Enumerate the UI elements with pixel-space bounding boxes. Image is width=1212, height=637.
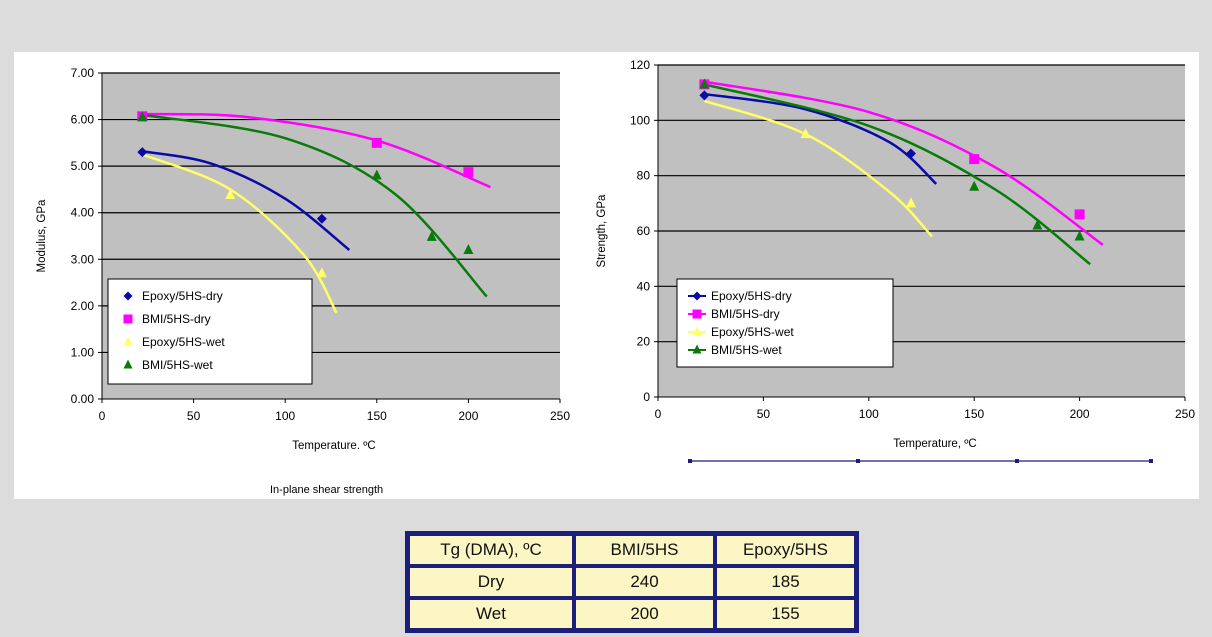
y-tick-label: 0.00	[71, 392, 95, 406]
legend-marker	[123, 291, 133, 301]
y-tick-label: 7.00	[71, 66, 95, 80]
legend-label: BMI/5HS-dry	[142, 312, 211, 326]
y-tick-label: 3.00	[71, 252, 95, 266]
legend-label: BMI/5HS-dry	[711, 307, 780, 321]
x-tick-label: 50	[757, 407, 771, 421]
chart-subtitle: In-plane shear strength	[270, 484, 384, 496]
table-header-row: Tg (DMA), ºC BMI/5HS Epoxy/5HS	[408, 534, 856, 566]
legend-label: BMI/5HS-wet	[711, 343, 782, 357]
data-point	[1032, 219, 1043, 230]
table-cell: 155	[715, 598, 856, 630]
x-tick-label: 100	[275, 409, 295, 423]
data-point	[699, 90, 710, 101]
legend-marker	[123, 314, 133, 324]
table-cell: Dry	[408, 566, 574, 598]
data-point	[137, 147, 148, 158]
trend-line	[142, 150, 351, 251]
y-tick-label: 20	[637, 335, 651, 349]
x-tick-label: 250	[550, 409, 570, 423]
x-tick-label: 200	[458, 409, 478, 423]
trend-line	[704, 83, 1091, 266]
legend-label: Epoxy/5HS-dry	[142, 289, 223, 303]
data-point	[1074, 230, 1085, 241]
x-axis-label: Temperature, ºC	[893, 438, 976, 450]
table-cell: 240	[574, 566, 715, 598]
x-tick-label: 150	[367, 409, 387, 423]
y-tick-label: 0	[643, 390, 650, 404]
x-tick-label: 200	[1070, 407, 1090, 421]
y-axis-label: Strength, GPa	[596, 194, 608, 267]
data-point	[905, 148, 916, 159]
data-point	[316, 213, 327, 224]
underline-handle	[1149, 459, 1153, 463]
trend-line	[704, 92, 938, 185]
legend-label: Epoxy/5HS-wet	[711, 325, 794, 339]
trend-line	[704, 80, 1104, 246]
legend-box	[676, 278, 894, 368]
data-point	[137, 111, 148, 122]
data-point	[463, 243, 474, 254]
strength-chart: 0 20 40 60 80 100 120 0 50 100 150 200 250 Temperatur…	[596, 58, 1195, 463]
y-tick-label: 120	[630, 58, 650, 72]
table-cell: 185	[715, 566, 856, 598]
data-point	[371, 137, 382, 148]
data-point	[800, 128, 811, 139]
data-point	[225, 189, 236, 200]
table-row: Dry 240 185	[408, 566, 856, 598]
y-tick-label: 60	[637, 224, 651, 238]
x-tick-label: 250	[1175, 407, 1195, 421]
x-axis-label: Temperature. ºC	[292, 440, 375, 452]
x-tick-label: 0	[99, 409, 106, 423]
table-cell: 200	[574, 598, 715, 630]
underline-handle	[856, 459, 860, 463]
legend-label: Epoxy/5HS-dry	[711, 289, 792, 303]
legend-box	[107, 278, 313, 385]
modulus-chart: 0.00 1.00 2.00 3.00 4.00 5.00 6.00 7.00 0 50 100 15…	[36, 66, 570, 452]
y-tick-label: 4.00	[71, 206, 95, 220]
x-tick-label: 50	[187, 409, 201, 423]
underline-handle	[1015, 459, 1019, 463]
y-tick-label: 6.00	[71, 113, 95, 127]
y-axis-label: Modulus, GPa	[36, 199, 48, 272]
x-tick-label: 100	[859, 407, 879, 421]
legend-marker	[692, 309, 702, 319]
table-header-cell: Epoxy/5HS	[715, 534, 856, 566]
legend-marker	[123, 336, 133, 346]
y-tick-label: 1.00	[71, 345, 95, 359]
data-point	[969, 154, 980, 165]
data-point	[316, 267, 327, 278]
y-tick-label: 2.00	[71, 299, 95, 313]
table-row: Wet 200 155	[408, 598, 856, 630]
legend-marker	[692, 344, 702, 354]
legend-marker	[692, 291, 702, 301]
y-tick-label: 5.00	[71, 159, 95, 173]
data-point	[1074, 209, 1085, 220]
y-tick-label: 40	[637, 279, 651, 293]
data-point	[463, 167, 474, 178]
legend-label: Epoxy/5HS-wet	[142, 335, 225, 349]
data-point	[699, 78, 710, 89]
data-point	[371, 169, 382, 180]
legend-label: BMI/5HS-wet	[142, 358, 213, 372]
legend-marker	[123, 359, 133, 369]
y-tick-label: 80	[637, 169, 651, 183]
table-header-cell: Tg (DMA), ºC	[408, 534, 574, 566]
data-point	[969, 180, 980, 191]
x-tick-label: 0	[655, 407, 662, 421]
legend-marker	[692, 326, 702, 336]
tg-table: Tg (DMA), ºC BMI/5HS Epoxy/5HS Dry 240 1…	[405, 531, 859, 633]
table-header-cell: BMI/5HS	[574, 534, 715, 566]
trend-line	[142, 113, 488, 298]
underline-handle	[688, 459, 692, 463]
data-point	[905, 197, 916, 208]
trend-line	[141, 153, 338, 314]
y-tick-label: 100	[630, 113, 650, 127]
data-point	[426, 230, 437, 241]
trend-line	[142, 112, 491, 189]
trend-line	[703, 99, 933, 238]
table-cell: Wet	[408, 598, 574, 630]
x-tick-label: 150	[964, 407, 984, 421]
charts-panel: 0.00 1.00 2.00 3.00 4.00 5.00 6.00 7.00 0 50 100 15…	[14, 52, 1199, 499]
